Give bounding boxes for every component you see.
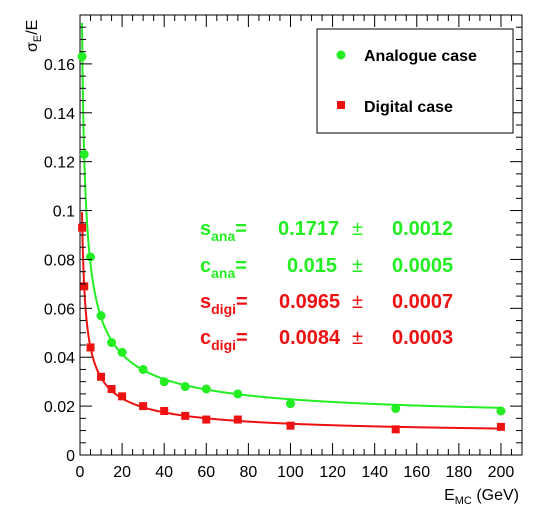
y-tick-label: 0.1 bbox=[53, 204, 75, 221]
x-tick-label: 120 bbox=[319, 464, 346, 481]
point-digital bbox=[80, 282, 89, 291]
y-axis-ticks bbox=[80, 14, 522, 456]
y-tick-label: 0.12 bbox=[44, 155, 75, 172]
point-analogue bbox=[86, 252, 96, 262]
fit-s-digi: sdigi= 0.0965 ±0.0007 bbox=[200, 291, 453, 317]
point-digital bbox=[202, 415, 211, 424]
point-analogue bbox=[285, 399, 295, 409]
legend-label-digital: Digital case bbox=[364, 99, 453, 116]
y-tick-label: 0.14 bbox=[44, 106, 75, 123]
y-tick-label: 0 bbox=[66, 448, 75, 465]
x-tick-label: 140 bbox=[361, 464, 388, 481]
x-tick-label: 180 bbox=[446, 464, 473, 481]
x-tick-label: 20 bbox=[113, 464, 131, 481]
x-tick-label: 60 bbox=[197, 464, 215, 481]
legend-marker-digital bbox=[337, 101, 345, 109]
point-digital bbox=[86, 343, 95, 352]
point-digital bbox=[496, 422, 505, 431]
y-tick-label: 0.06 bbox=[44, 301, 75, 318]
legend: Analogue case Digital case bbox=[316, 28, 514, 134]
x-tick-label: 0 bbox=[76, 464, 85, 481]
x-axis-tick-labels: 0 20 40 60 80 100 120 140 160 180 200 bbox=[76, 464, 515, 481]
fit-parameters: sana= 0.1717 ±0.0012 cana= 0.015 ±0.0005 sdi… bbox=[200, 218, 453, 353]
point-digital bbox=[107, 385, 116, 393]
y-tick-label: 0.08 bbox=[44, 252, 75, 269]
y-axis-title: σE/E bbox=[24, 20, 44, 52]
point-analogue bbox=[159, 377, 169, 387]
x-tick-label: 200 bbox=[488, 464, 515, 481]
point-digital bbox=[233, 415, 242, 424]
y-tick-label: 0.02 bbox=[44, 399, 75, 416]
x-tick-label: 40 bbox=[155, 464, 173, 481]
x-tick-label: 100 bbox=[277, 464, 304, 481]
legend-label-analogue: Analogue case bbox=[364, 48, 477, 65]
x-axis-ticks bbox=[79, 15, 523, 455]
y-tick-label: 0.04 bbox=[44, 350, 75, 367]
point-digital bbox=[78, 223, 87, 232]
point-analogue bbox=[496, 406, 506, 416]
y-tick-label: 0.16 bbox=[44, 57, 75, 74]
point-analogue bbox=[77, 52, 87, 62]
fit-s-ana: sana= 0.1717 ±0.0012 bbox=[200, 218, 453, 244]
data-markers bbox=[77, 52, 506, 434]
point-analogue bbox=[201, 384, 211, 394]
point-digital bbox=[181, 411, 190, 420]
y-axis-tick-labels: 0 0.02 0.04 0.06 0.08 0.1 0.12 0.14 0.16 bbox=[44, 57, 75, 465]
point-analogue bbox=[117, 347, 127, 357]
fit-c-ana: cana= 0.015 ±0.0005 bbox=[200, 255, 453, 281]
x-tick-label: 80 bbox=[239, 464, 257, 481]
point-digital bbox=[286, 421, 295, 430]
x-axis-title: EMC (GeV) bbox=[444, 487, 519, 507]
point-analogue bbox=[180, 382, 190, 392]
point-analogue bbox=[233, 389, 243, 399]
point-analogue bbox=[96, 311, 106, 321]
point-analogue bbox=[391, 404, 401, 414]
point-analogue bbox=[138, 364, 148, 374]
point-digital bbox=[97, 372, 106, 381]
legend-box bbox=[316, 28, 514, 134]
point-digital bbox=[160, 407, 169, 415]
fit-c-digi: cdigi= 0.0084 ±0.0003 bbox=[200, 327, 453, 353]
legend-marker-analogue bbox=[336, 50, 346, 60]
point-digital bbox=[118, 392, 127, 401]
point-analogue bbox=[79, 149, 89, 159]
point-digital bbox=[391, 425, 400, 434]
point-digital bbox=[139, 402, 148, 411]
x-tick-label: 160 bbox=[403, 464, 430, 481]
point-analogue bbox=[107, 338, 117, 348]
